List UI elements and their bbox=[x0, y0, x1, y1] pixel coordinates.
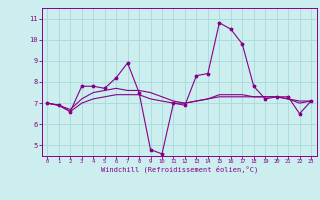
X-axis label: Windchill (Refroidissement éolien,°C): Windchill (Refroidissement éolien,°C) bbox=[100, 166, 258, 173]
